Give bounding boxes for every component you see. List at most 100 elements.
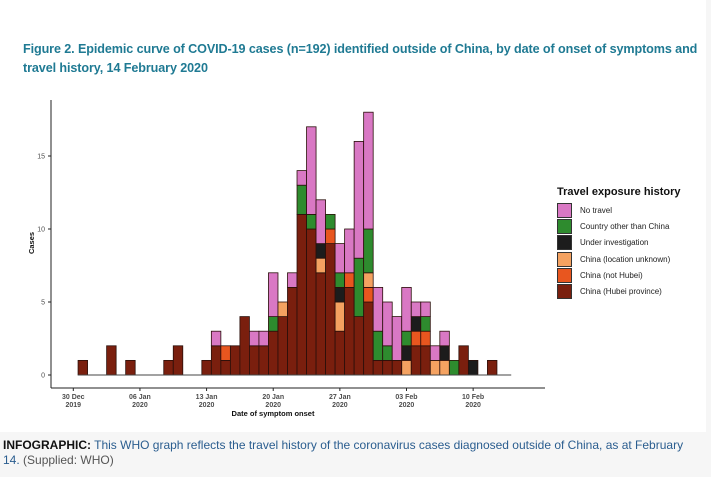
bars-layer xyxy=(77,111,498,376)
bar-segment-no-travel xyxy=(420,301,431,318)
bar-segment-not-hubei xyxy=(410,330,422,347)
bar-segment-no-travel xyxy=(391,316,403,361)
x-tick-label-date: 20 Jan xyxy=(262,394,284,401)
legend-item-other: Country other than China xyxy=(557,218,681,234)
bar-14-jan xyxy=(210,330,222,376)
bar-segment-no-travel xyxy=(410,301,422,318)
legend-label: No travel xyxy=(580,205,613,215)
bar-segment-hubei xyxy=(125,359,136,376)
bar-segment-investigation xyxy=(334,286,346,303)
bar-segment-hubei xyxy=(410,345,422,376)
legend-label: Country other than China xyxy=(580,221,670,231)
bar-segment-hubei xyxy=(77,359,88,376)
bar-segment-other xyxy=(296,184,307,215)
legend-item-investigation: Under investigation xyxy=(557,235,681,251)
bar-segment-no-travel xyxy=(439,330,450,347)
bar-10-feb xyxy=(467,359,479,376)
bar-30-jan xyxy=(363,111,374,376)
bar-segment-hubei xyxy=(382,359,393,376)
bar-segment-hubei xyxy=(487,359,498,376)
bar-10-jan xyxy=(172,345,184,376)
bar-17-jan xyxy=(239,316,250,376)
bar-segment-no-travel xyxy=(210,330,222,347)
bar-segment-hubei xyxy=(210,345,222,376)
bar-segment-no-travel xyxy=(249,330,260,347)
bar-segment-no-travel xyxy=(296,170,307,186)
x-tick-label-date: 10 Feb xyxy=(462,394,484,401)
y-tick-label: 0 xyxy=(41,373,45,380)
legend-swatch xyxy=(557,251,572,267)
bar-09-jan xyxy=(163,359,174,376)
bar-09-feb xyxy=(458,345,469,376)
bar-segment-investigation xyxy=(439,345,450,361)
bar-07-feb xyxy=(439,330,450,376)
bar-08-feb xyxy=(448,359,460,376)
y-axis-title: Cases xyxy=(27,232,36,254)
bar-18-jan xyxy=(249,330,260,376)
bar-segment-other xyxy=(306,213,317,230)
legend-item-hubei: China (Hubei province) xyxy=(557,283,681,300)
bar-segment-hubei xyxy=(201,359,212,376)
bar-segment-no-travel xyxy=(382,301,393,347)
x-tick-label-year: 2020 xyxy=(265,402,281,409)
bar-segment-unknown xyxy=(401,359,412,376)
x-axis-title: Date of symptom onset xyxy=(232,409,315,418)
x-tick-label-year: 2020 xyxy=(332,402,348,409)
bar-26-jan xyxy=(325,213,336,376)
bar-31-dec xyxy=(77,359,88,376)
legend-item-not-hubei: China (not Hubei) xyxy=(557,267,681,283)
bar-12-feb xyxy=(487,359,498,376)
y-tick-label: 15 xyxy=(37,154,45,161)
bar-01-feb xyxy=(382,301,393,376)
bar-16-jan xyxy=(229,345,241,376)
caption-source: (Supplied: WHO) xyxy=(19,453,114,467)
bar-29-jan xyxy=(353,140,365,376)
x-tick-label-date: 30 Dec xyxy=(62,394,85,401)
bar-segment-investigation xyxy=(315,243,326,259)
bar-23-jan xyxy=(296,170,307,376)
bar-segment-no-travel xyxy=(344,228,355,274)
legend-label: China (location unknown) xyxy=(580,254,671,264)
bar-segment-other xyxy=(353,257,365,318)
bar-segment-no-travel xyxy=(334,243,346,274)
x-tick-label-year: 2019 xyxy=(66,402,82,409)
bar-03-jan xyxy=(106,345,117,376)
bar-segment-other xyxy=(325,213,336,230)
x-tick-label-year: 2020 xyxy=(465,402,481,409)
bar-segment-unknown xyxy=(277,301,288,318)
bar-24-jan xyxy=(306,126,317,376)
bar-segment-hubei xyxy=(172,345,184,376)
bar-segment-hubei xyxy=(315,272,326,376)
bar-segment-hubei xyxy=(239,316,250,376)
bar-segment-not-hubei xyxy=(325,228,336,245)
bar-segment-unknown xyxy=(315,257,326,274)
bar-22-jan xyxy=(287,272,298,376)
bar-segment-no-travel xyxy=(315,199,326,245)
bar-segment-no-travel xyxy=(258,330,269,347)
bar-02-feb xyxy=(391,316,403,376)
legend-title: Travel exposure history xyxy=(557,186,681,198)
bar-segment-no-travel xyxy=(287,272,298,288)
legend-swatch xyxy=(557,202,572,218)
bar-segment-no-travel xyxy=(306,126,317,215)
bar-27-jan xyxy=(334,243,346,376)
legend-swatch xyxy=(557,284,572,300)
bar-19-jan xyxy=(258,330,269,376)
bar-21-jan xyxy=(277,301,288,376)
bar-segment-hubei xyxy=(220,359,231,376)
figure-panel: Figure 2. Epidemic curve of COVID-19 cas… xyxy=(23,42,698,418)
bar-segment-hubei xyxy=(372,359,384,376)
bar-segment-hubei xyxy=(353,316,365,376)
bar-segment-hubei xyxy=(334,330,346,376)
bar-segment-hubei xyxy=(268,330,279,376)
bar-segment-no-travel xyxy=(429,345,441,361)
bar-13-jan xyxy=(201,359,212,376)
bar-segment-other xyxy=(363,228,374,274)
bar-segment-hubei xyxy=(229,345,241,376)
x-tick-label-year: 2020 xyxy=(199,402,215,409)
bar-25-jan xyxy=(315,199,326,376)
caption-label: INFOGRAPHIC: xyxy=(3,438,91,452)
caption: INFOGRAPHIC: This WHO graph reflects the… xyxy=(3,438,703,468)
bar-04-feb xyxy=(410,301,422,376)
bar-segment-hubei xyxy=(287,286,298,376)
